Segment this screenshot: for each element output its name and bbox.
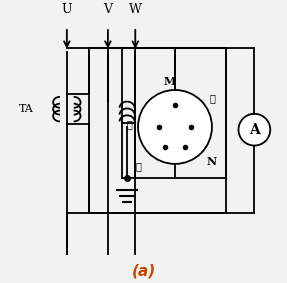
Text: A: A	[249, 123, 260, 137]
Text: TA: TA	[19, 104, 34, 114]
Text: W: W	[129, 3, 142, 16]
Text: 红: 红	[127, 119, 133, 129]
Bar	[89, 48, 226, 213]
Text: U: U	[62, 3, 72, 16]
Bar	[122, 48, 226, 177]
Circle shape	[138, 90, 212, 164]
Text: M: M	[163, 76, 176, 87]
Circle shape	[238, 114, 270, 145]
Text: 黄: 黄	[209, 93, 215, 103]
Text: N: N	[206, 156, 217, 167]
Text: V: V	[103, 3, 113, 16]
Text: 绿: 绿	[135, 161, 141, 171]
Text: (a): (a)	[131, 263, 156, 278]
